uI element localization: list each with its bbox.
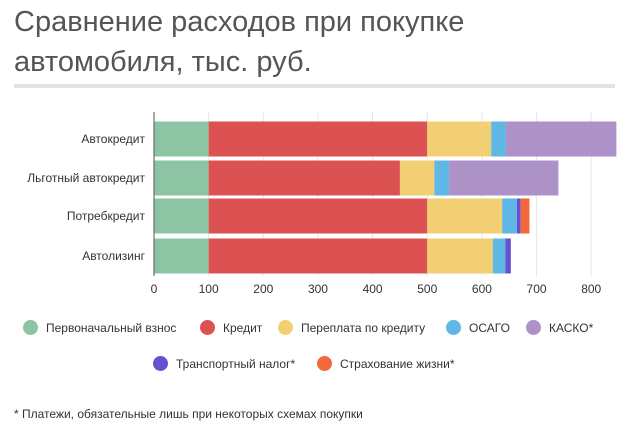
legend-label: Кредит (223, 320, 263, 335)
category-label: Автолизинг (82, 249, 145, 263)
x-tick-label: 400 (363, 282, 383, 296)
bar-segment-2-0 (427, 121, 492, 157)
x-tick-label: 200 (253, 282, 273, 296)
bar-segment-0-0 (154, 121, 209, 157)
legend-item: Транспортный налог* (153, 356, 295, 371)
legend-swatch (526, 320, 541, 335)
category-label: Автокредит (81, 132, 145, 146)
x-tick-label: 600 (472, 282, 492, 296)
bar-segment-5-2 (516, 198, 521, 234)
bar-segment-1-0 (208, 121, 428, 157)
legend-item: Страхование жизни* (317, 356, 455, 371)
footnote: * Платежи, обязательные лишь при некотор… (14, 407, 363, 421)
category-label: Льготный автокредит (27, 171, 145, 185)
bar-segment-4-0 (505, 121, 617, 157)
x-tick-label: 300 (308, 282, 328, 296)
legend-label: КАСКО* (549, 320, 594, 335)
legend-label: Переплата по кредиту (301, 320, 426, 335)
legend-item: ОСАГО (446, 320, 510, 335)
bar-segment-0-1 (154, 160, 209, 196)
x-tick-label: 0 (151, 282, 158, 296)
bar-segment-3-2 (502, 198, 517, 234)
legend-item: КАСКО* (526, 320, 593, 335)
bar-segment-3-3 (492, 238, 506, 274)
x-tick-label: 500 (417, 282, 437, 296)
legend-swatch (153, 356, 168, 371)
legend-label: Транспортный налог* (176, 356, 296, 371)
title-divider (14, 84, 615, 88)
bar-segment-2-3 (427, 238, 493, 274)
bar-segment-6-2 (520, 198, 530, 234)
category-label: Потребкредит (67, 209, 146, 223)
bar-segment-2-1 (399, 160, 435, 196)
x-tick-label: 800 (581, 282, 601, 296)
legend-label: Страхование жизни* (340, 356, 455, 371)
bar-segment-0-2 (154, 198, 209, 234)
legend-swatch (200, 320, 215, 335)
x-tick-label: 100 (199, 282, 219, 296)
legend-swatch (278, 320, 293, 335)
bar-segment-5-3 (505, 238, 511, 274)
legend-item: Первоначальный взнос (23, 320, 176, 335)
bar-segment-1-3 (208, 238, 428, 274)
x-tick-label: 700 (527, 282, 547, 296)
legend-item: Переплата по кредиту (278, 320, 425, 335)
bar-segment-1-1 (208, 160, 400, 196)
chart-title: Сравнение расходов при покупке автомобил… (14, 6, 465, 78)
bar-segment-4-1 (449, 160, 559, 196)
bar-segment-1-2 (208, 198, 428, 234)
legend-swatch (23, 320, 38, 335)
legend-label: ОСАГО (469, 320, 510, 335)
legend-item: Кредит (200, 320, 262, 335)
bar-segment-0-3 (154, 238, 209, 274)
legend-swatch (317, 356, 332, 371)
bar-segment-3-0 (491, 121, 506, 157)
legend-label: Первоначальный взнос (46, 320, 177, 335)
legend-swatch (446, 320, 461, 335)
bar-segment-2-2 (427, 198, 503, 234)
bar-segment-3-1 (434, 160, 450, 196)
